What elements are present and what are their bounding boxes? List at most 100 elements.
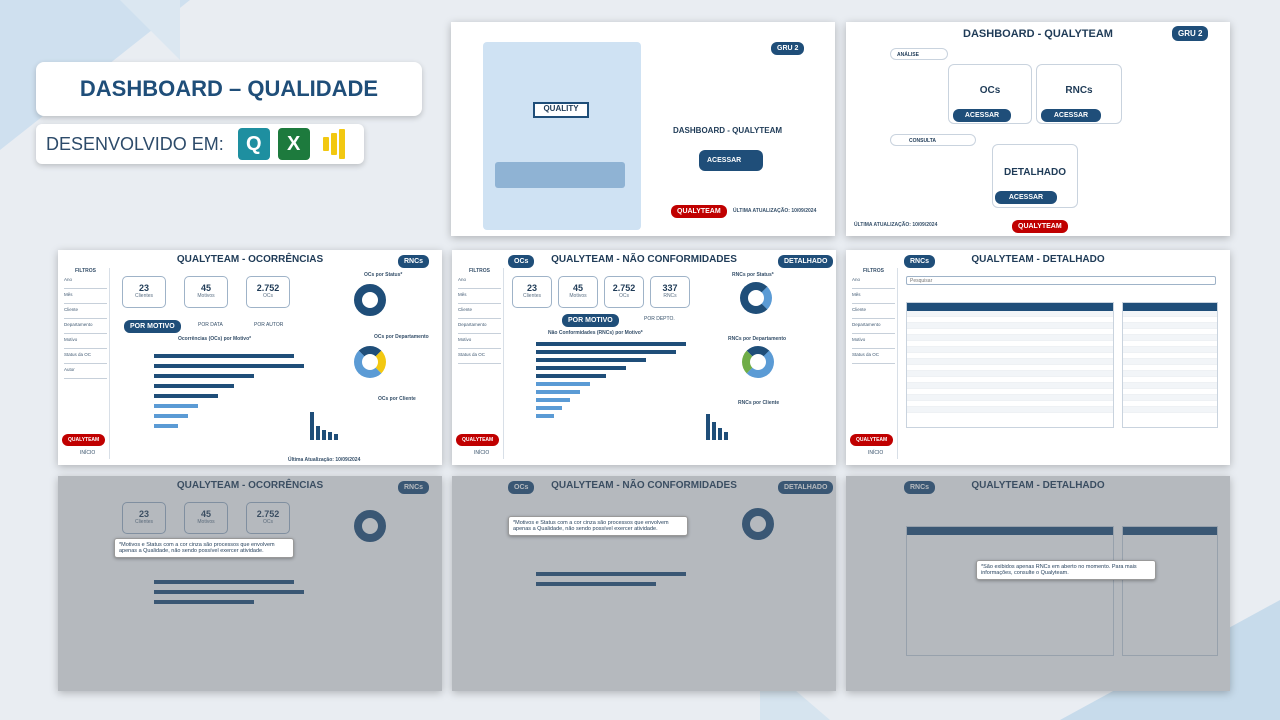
search-input[interactable] <box>906 276 1216 285</box>
power-bi-logo <box>318 128 350 160</box>
home-button[interactable]: INÍCIO <box>474 450 490 456</box>
ocs-back-button[interactable]: OCs <box>508 255 535 268</box>
kpi-ocs: 2.752 OCs <box>246 276 290 308</box>
kpi-reasons: 45 Motivos <box>558 276 598 308</box>
detail-card[interactable]: DETALHADO ACESSAR <box>992 144 1078 208</box>
filter-department[interactable]: Departamento <box>852 322 895 334</box>
department-chart-title: RNCs por Departamento <box>728 336 787 342</box>
page-title: DASHBOARD – QUALIDADE <box>36 62 422 116</box>
filter-reason[interactable]: Motivo <box>852 337 895 349</box>
filter-client[interactable]: Cliente <box>64 307 107 319</box>
department-donut <box>742 346 774 378</box>
kpi-reasons: 45 Motivos <box>184 276 228 308</box>
filter-panel: FILTROS Ano Mês Cliente Departamento Mot… <box>850 268 898 459</box>
rncs-nav-button[interactable]: RNCs <box>904 255 936 268</box>
filter-month[interactable]: Mês <box>852 292 895 304</box>
qlik-sense-logo: Q <box>237 128 270 160</box>
last-update: ÚLTIMA ATUALIZAÇÃO: 10/09/2024 <box>854 222 938 228</box>
tooltip: *Motivos e Status com a cor cinza são pr… <box>114 538 294 558</box>
filter-month[interactable]: Mês <box>458 292 501 304</box>
detail-title: QUALYTEAM - DETALHADO <box>971 254 1105 265</box>
tooltip: *Motivos e Status com a cor cinza são pr… <box>508 516 688 536</box>
access-button[interactable]: ACESSAR <box>699 150 764 171</box>
rncs-nav-button[interactable]: RNCs <box>904 481 936 494</box>
ocs-back-button[interactable]: OCs <box>508 481 535 494</box>
kpi-ocs: 2.752 OCs <box>604 276 644 308</box>
access-label: ACESSAR <box>707 157 742 164</box>
filter-year[interactable]: Ano <box>852 277 895 289</box>
filter-author[interactable]: Autor <box>64 367 107 379</box>
tooltip: *São exibidos apenas RNCs em aberto no m… <box>976 560 1156 580</box>
group-badge: GRU 2 <box>1172 26 1209 41</box>
tab-by-author[interactable]: POR AUTOR <box>254 322 284 328</box>
client-chart-title: OCs por Cliente <box>378 396 416 402</box>
tab-by-department[interactable]: POR DEPTO. <box>644 316 675 322</box>
tab-by-reason[interactable]: POR MOTIVO <box>124 320 181 333</box>
status-donut <box>740 282 772 314</box>
last-update: ÚLTIMA ATUALIZAÇÃO: 10/09/2024 <box>733 208 817 214</box>
client-bars <box>706 410 826 440</box>
rncs-nav-button[interactable]: RNCs <box>398 255 430 268</box>
ocs-card[interactable]: OCs ACESSAR <box>948 64 1032 124</box>
filter-year[interactable]: Ano <box>458 277 501 289</box>
qualyteam-button[interactable]: QUALYTEAM <box>1012 220 1068 233</box>
rncs-title: QUALYTEAM - NÃO CONFORMIDADES <box>551 254 737 265</box>
detail-table <box>906 302 1114 428</box>
qualyteam-button[interactable]: QUALYTEAM <box>850 434 894 446</box>
developed-in-label: DESENVOLVIDO EM: <box>46 133 224 154</box>
tab-by-reason[interactable]: POR MOTIVO <box>562 314 619 327</box>
filter-status[interactable]: Status da OC <box>852 352 895 364</box>
home-button[interactable]: INÍCIO <box>868 450 884 456</box>
cover-title: DASHBOARD - QUALYTEAM <box>673 126 783 135</box>
qualyteam-button[interactable]: QUALYTEAM <box>62 434 106 446</box>
filter-month[interactable]: Mês <box>64 292 107 304</box>
status-chart-title: RNCs por Status* <box>732 272 774 278</box>
ocs-access-button[interactable]: ACESSAR <box>953 109 1011 122</box>
developed-in-card: DESENVOLVIDO EM: Q X <box>36 124 364 164</box>
filter-year[interactable]: Ano <box>64 277 107 289</box>
detail-access-button[interactable]: ACESSAR <box>995 191 1057 204</box>
detail-nav-button[interactable]: DETALHADO <box>778 255 834 268</box>
status-donut <box>354 284 386 316</box>
filter-panel: FILTROS Ano Mês Cliente Departamento Mot… <box>456 268 504 459</box>
filter-client[interactable]: Cliente <box>458 307 501 319</box>
menu-title: DASHBOARD - QUALYTEAM <box>963 28 1113 40</box>
status-chart-title: OCs por Status* <box>364 272 403 278</box>
detail-dashboard-screenshot: QUALYTEAM - DETALHADO RNCs FILTROS Ano M… <box>846 250 1230 465</box>
department-chart-title: OCs por Departamento <box>374 334 429 340</box>
rncs-access-button[interactable]: ACESSAR <box>1041 109 1101 122</box>
kpi-clients: 23 Clientes <box>512 276 552 308</box>
filter-department[interactable]: Departamento <box>64 322 107 334</box>
detail-tooltip-screenshot: QUALYTEAM - DETALHADO RNCs *São exibidos… <box>846 476 1230 691</box>
rncs-nav-button[interactable]: RNCs <box>398 481 430 494</box>
qualyteam-button[interactable]: QUALYTEAM <box>456 434 500 446</box>
group-badge: GRU 2 <box>771 42 805 55</box>
filter-panel: FILTROS Ano Mês Cliente Departamento Mot… <box>62 268 110 459</box>
background-triangle <box>120 0 180 60</box>
excel-logo: X <box>277 128 310 160</box>
rncs-card[interactable]: RNCs ACESSAR <box>1036 64 1122 124</box>
home-button[interactable]: INÍCIO <box>80 450 96 456</box>
client-bars <box>310 408 430 440</box>
department-donut <box>354 346 386 378</box>
kpi-rncs: 337 RNCs <box>650 276 690 308</box>
filter-status[interactable]: Status da OC <box>64 352 107 364</box>
filter-reason[interactable]: Motivo <box>458 337 501 349</box>
filter-department[interactable]: Departamento <box>458 322 501 334</box>
responsible-table <box>1122 302 1218 428</box>
consult-label: CONSULTA <box>890 134 976 146</box>
tab-by-date[interactable]: POR DATA <box>198 322 223 328</box>
analysis-label: ANÁLISE <box>890 48 948 60</box>
filter-reason[interactable]: Motivo <box>64 337 107 349</box>
rncs-tooltip-screenshot: QUALYTEAM - NÃO CONFORMIDADES OCs DETALH… <box>452 476 836 691</box>
ocs-tooltip-screenshot: QUALYTEAM - OCORRÊNCIAS RNCs 23 Clientes … <box>58 476 442 691</box>
rncs-dashboard-screenshot: QUALYTEAM - NÃO CONFORMIDADES OCs DETALH… <box>452 250 836 465</box>
quality-sign: QUALITY <box>533 102 589 118</box>
detail-nav-button[interactable]: DETALHADO <box>778 481 834 494</box>
filter-status[interactable]: Status da OC <box>458 352 501 364</box>
last-update: Última Atualização: 10/09/2024 <box>288 457 361 463</box>
qualyteam-button[interactable]: QUALYTEAM <box>671 205 727 218</box>
ocs-title: QUALYTEAM - OCORRÊNCIAS <box>176 254 324 265</box>
filter-client[interactable]: Cliente <box>852 307 895 319</box>
ocs-dashboard-screenshot: QUALYTEAM - OCORRÊNCIAS RNCs FILTROS Ano… <box>58 250 442 465</box>
